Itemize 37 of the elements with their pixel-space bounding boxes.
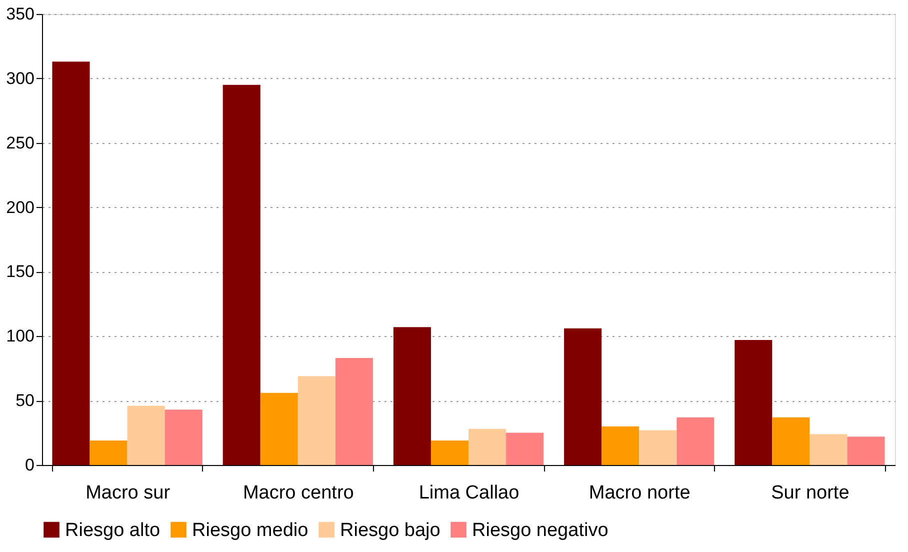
y-tick-label: 0 bbox=[25, 456, 34, 474]
y-tick-label: 50 bbox=[16, 391, 34, 410]
y-tick-label: 300 bbox=[6, 68, 34, 88]
bar bbox=[602, 426, 640, 465]
bar bbox=[222, 84, 260, 465]
legend-label: Riesgo bajo bbox=[340, 520, 440, 541]
bar bbox=[847, 436, 885, 465]
bar bbox=[298, 376, 336, 465]
x-tick-label: Macro sur bbox=[86, 482, 171, 504]
bar bbox=[772, 417, 810, 465]
legend-label: Riesgo negativo bbox=[472, 520, 608, 541]
legend-label: Riesgo medio bbox=[192, 520, 308, 541]
bar bbox=[260, 392, 298, 465]
bar bbox=[676, 417, 714, 465]
legend-label: Riesgo alto bbox=[65, 520, 160, 541]
y-tick-label: 150 bbox=[6, 262, 34, 282]
x-tick-label: Lima Callao bbox=[418, 482, 520, 504]
bar bbox=[810, 434, 848, 465]
x-tick-label: Macro norte bbox=[588, 482, 690, 504]
y-tick-label: 200 bbox=[6, 198, 34, 217]
bar bbox=[430, 440, 468, 465]
bar bbox=[90, 440, 128, 465]
bar bbox=[734, 340, 772, 465]
bar bbox=[393, 327, 431, 465]
y-tick-label: 100 bbox=[6, 326, 34, 346]
y-tick-label: 350 bbox=[6, 4, 34, 24]
bar bbox=[506, 432, 544, 465]
bar bbox=[164, 410, 202, 465]
bar bbox=[639, 430, 677, 465]
bar bbox=[127, 406, 165, 465]
bar bbox=[468, 428, 506, 465]
y-tick-label: 250 bbox=[6, 133, 34, 152]
bar bbox=[52, 62, 90, 465]
bar bbox=[335, 358, 373, 465]
x-tick-label: Sur norte bbox=[771, 482, 850, 504]
bar bbox=[564, 328, 602, 465]
x-tick-label: Macro centro bbox=[242, 482, 354, 504]
